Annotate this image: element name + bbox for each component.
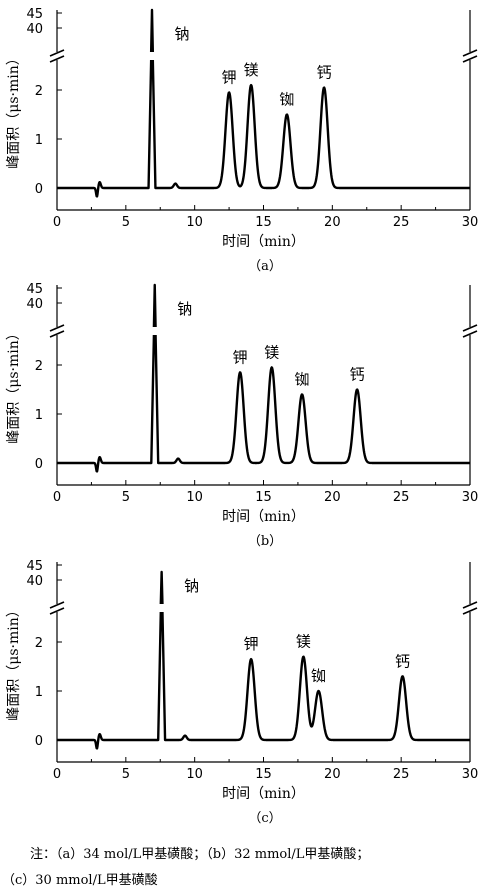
x-tick-label: 0	[53, 767, 61, 782]
x-tick-label: 10	[186, 215, 203, 230]
note-line-2: （c）30 mmol/L甲基磺酸	[2, 873, 158, 888]
y-axis-label: 峰面积（μs·min）	[6, 603, 22, 721]
axis-break-mark	[49, 607, 65, 615]
axis-break-mark	[462, 49, 478, 57]
x-tick-label: 5	[122, 490, 130, 505]
x-tick-label: 10	[186, 767, 203, 782]
chromatogram-trace	[56, 283, 471, 473]
x-tick-label: 20	[324, 215, 341, 230]
peak-label: 钙	[350, 366, 365, 384]
y-tick-label: 0	[35, 457, 43, 472]
peak-label: 铷	[311, 667, 326, 685]
y-tick-label: 0	[35, 734, 43, 749]
peak-label: 钠	[174, 25, 189, 43]
x-tick-label: 25	[393, 767, 410, 782]
peak-label: 钾	[233, 348, 248, 366]
peak-label: 钠	[177, 300, 192, 318]
y-tick-label: 0	[35, 182, 43, 197]
peak-label: 镁	[264, 343, 279, 361]
panel-label: （b）	[248, 534, 282, 549]
y-tick-label: 45	[26, 7, 43, 22]
peak-label: 钾	[222, 68, 237, 86]
axis-break-mark	[49, 330, 65, 338]
y-tick-label: 2	[35, 359, 43, 374]
peak-label: 铷	[279, 91, 294, 109]
x-tick-label: 10	[186, 490, 203, 505]
chromatogram-trace	[56, 570, 471, 750]
x-tick-label: 30	[462, 490, 479, 505]
x-tick-label: 15	[255, 490, 272, 505]
x-tick-label: 20	[324, 490, 341, 505]
peak-label: 钠	[184, 577, 199, 595]
y-tick-label: 45	[26, 282, 43, 297]
panel-label: （c）	[248, 811, 281, 826]
y-tick-label: 40	[26, 22, 43, 37]
x-tick-label: 30	[462, 767, 479, 782]
peak-label: 镁	[296, 633, 311, 651]
x-tick-label: 25	[393, 490, 410, 505]
x-axis-label: 时间（min）	[222, 509, 305, 525]
axis-break-mark	[49, 324, 65, 332]
peak-label: 镁	[244, 61, 259, 79]
y-tick-label: 1	[35, 133, 43, 148]
x-tick-label: 25	[393, 215, 410, 230]
chromatogram-trace	[56, 8, 471, 198]
peak-label: 铷	[295, 370, 310, 388]
x-axis-label: 时间（min）	[222, 234, 305, 250]
peak-label: 钙	[395, 652, 410, 670]
note-line-1: 注：（a）34 mol/L甲基磺酸；（b）32 mmol/L甲基磺酸；	[30, 847, 370, 862]
x-tick-label: 30	[462, 215, 479, 230]
y-tick-label: 2	[35, 84, 43, 99]
y-tick-label: 1	[35, 408, 43, 423]
y-tick-label: 40	[26, 297, 43, 312]
y-tick-label: 45	[26, 559, 43, 574]
x-tick-label: 15	[255, 215, 272, 230]
y-tick-label: 1	[35, 685, 43, 700]
x-axis-label: 时间（min）	[222, 786, 305, 802]
peak-label: 钾	[244, 635, 259, 653]
x-tick-label: 5	[122, 767, 130, 782]
y-tick-label: 40	[26, 574, 43, 589]
x-tick-label: 0	[53, 215, 61, 230]
y-tick-label: 2	[35, 636, 43, 651]
x-tick-label: 15	[255, 767, 272, 782]
axis-break-mark	[49, 49, 65, 57]
axis-break-mark	[49, 601, 65, 609]
panel-label: （a）	[248, 259, 282, 274]
x-tick-label: 20	[324, 767, 341, 782]
axis-break-mark	[462, 601, 478, 609]
x-tick-label: 0	[53, 490, 61, 505]
axis-break-mark	[462, 324, 478, 332]
y-axis-label: 峰面积（μs·min）	[6, 51, 22, 169]
x-tick-label: 5	[122, 215, 130, 230]
axis-break-mark	[462, 55, 478, 63]
axis-break-mark	[49, 55, 65, 63]
peak-label: 钙	[317, 64, 332, 82]
axis-break-mark	[462, 330, 478, 338]
y-axis-label: 峰面积（μs·min）	[6, 326, 22, 444]
axis-break-mark	[462, 607, 478, 615]
